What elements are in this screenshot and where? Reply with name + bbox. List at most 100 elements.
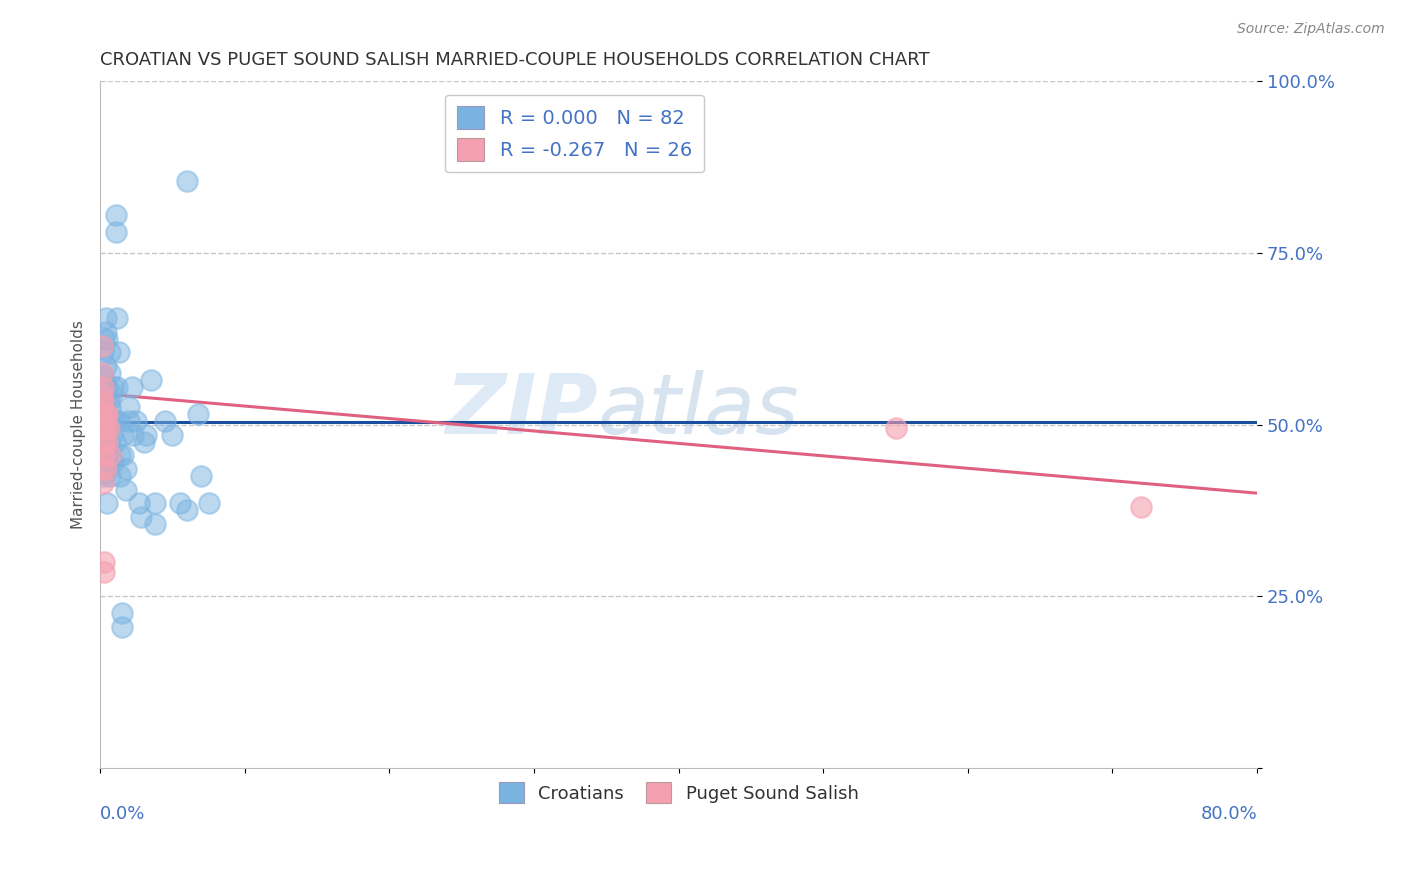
Point — [132, 434, 155, 449]
Point — [94, 407, 117, 421]
Point — [93, 455, 115, 469]
Point — [94, 414, 117, 428]
Point — [91, 449, 114, 463]
Point — [97, 414, 120, 428]
Point — [96, 434, 118, 449]
Point — [122, 427, 145, 442]
Point — [128, 496, 150, 510]
Text: ZIP: ZIP — [444, 370, 598, 451]
Point — [111, 607, 134, 621]
Point — [176, 174, 198, 188]
Point — [90, 417, 112, 432]
Point — [91, 462, 114, 476]
Point — [108, 345, 131, 359]
Point — [176, 503, 198, 517]
Point — [91, 407, 114, 421]
Point — [90, 427, 112, 442]
Point — [93, 555, 115, 569]
Point — [98, 449, 121, 463]
Point — [107, 380, 129, 394]
Point — [91, 434, 114, 449]
Point — [107, 311, 129, 326]
Point — [93, 469, 115, 483]
Point — [115, 462, 138, 476]
Point — [139, 373, 162, 387]
Point — [125, 414, 148, 428]
Point — [94, 401, 117, 415]
Point — [93, 332, 115, 346]
Point — [97, 455, 120, 469]
Point — [884, 421, 907, 435]
Point — [100, 386, 122, 401]
Point — [98, 469, 121, 483]
Point — [93, 421, 115, 435]
Point — [100, 414, 122, 428]
Point — [98, 345, 121, 359]
Point — [96, 407, 118, 421]
Point — [93, 427, 115, 442]
Point — [90, 401, 112, 415]
Text: atlas: atlas — [598, 370, 799, 451]
Point — [104, 414, 127, 428]
Point — [93, 380, 115, 394]
Point — [96, 380, 118, 394]
Point — [162, 427, 184, 442]
Point — [91, 451, 114, 466]
Point — [100, 427, 122, 442]
Point — [91, 345, 114, 359]
Point — [101, 380, 124, 394]
Point — [111, 620, 134, 634]
Point — [90, 466, 112, 480]
Point — [187, 407, 209, 421]
Point — [169, 496, 191, 510]
Point — [90, 438, 112, 452]
Point — [108, 414, 131, 428]
Point — [190, 469, 212, 483]
Point — [93, 449, 115, 463]
Text: Source: ZipAtlas.com: Source: ZipAtlas.com — [1237, 22, 1385, 37]
Point — [96, 462, 118, 476]
Point — [94, 325, 117, 339]
Text: CROATIAN VS PUGET SOUND SALISH MARRIED-COUPLE HOUSEHOLDS CORRELATION CHART: CROATIAN VS PUGET SOUND SALISH MARRIED-C… — [100, 51, 929, 69]
Point — [96, 332, 118, 346]
Point — [91, 393, 114, 408]
Point — [93, 407, 115, 421]
Point — [98, 366, 121, 380]
Point — [1130, 500, 1153, 514]
Point — [104, 434, 127, 449]
Point — [91, 475, 114, 490]
Point — [98, 442, 121, 456]
Point — [94, 421, 117, 435]
Point — [97, 434, 120, 449]
Point — [91, 393, 114, 408]
Point — [143, 516, 166, 531]
Point — [143, 496, 166, 510]
Point — [96, 427, 118, 442]
Point — [93, 414, 115, 428]
Point — [90, 386, 112, 401]
Point — [129, 510, 152, 524]
Point — [93, 434, 115, 449]
Point — [96, 496, 118, 510]
Point — [97, 421, 120, 435]
Point — [112, 449, 135, 463]
Point — [91, 417, 114, 432]
Point — [118, 414, 141, 428]
Point — [110, 449, 132, 463]
Point — [135, 427, 157, 442]
Point — [112, 427, 135, 442]
Point — [94, 359, 117, 374]
Point — [197, 496, 219, 510]
Point — [121, 380, 143, 394]
Point — [101, 455, 124, 469]
Point — [155, 414, 177, 428]
Point — [115, 483, 138, 497]
Point — [94, 462, 117, 476]
Point — [93, 565, 115, 579]
Point — [90, 366, 112, 380]
Point — [96, 414, 118, 428]
Text: 80.0%: 80.0% — [1201, 805, 1257, 823]
Point — [105, 208, 128, 222]
Point — [93, 434, 115, 449]
Point — [110, 469, 132, 483]
